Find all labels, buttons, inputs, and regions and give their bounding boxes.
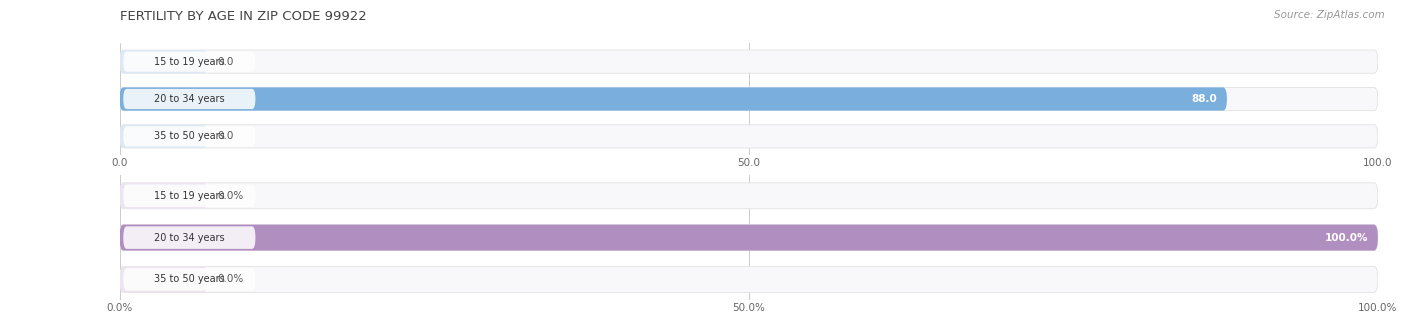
Text: 88.0: 88.0	[1191, 94, 1216, 104]
Text: 15 to 19 years: 15 to 19 years	[155, 191, 225, 201]
Text: 35 to 50 years: 35 to 50 years	[155, 275, 225, 284]
FancyBboxPatch shape	[124, 126, 256, 147]
Text: 35 to 50 years: 35 to 50 years	[155, 131, 225, 141]
Text: 20 to 34 years: 20 to 34 years	[155, 233, 225, 243]
FancyBboxPatch shape	[120, 225, 1378, 250]
FancyBboxPatch shape	[124, 89, 256, 109]
Text: Source: ZipAtlas.com: Source: ZipAtlas.com	[1274, 10, 1385, 20]
Text: 0.0%: 0.0%	[218, 275, 243, 284]
FancyBboxPatch shape	[124, 268, 256, 291]
FancyBboxPatch shape	[120, 50, 208, 73]
FancyBboxPatch shape	[120, 50, 1378, 73]
Text: 0.0%: 0.0%	[218, 191, 243, 201]
FancyBboxPatch shape	[124, 226, 256, 249]
Text: 15 to 19 years: 15 to 19 years	[155, 57, 225, 67]
FancyBboxPatch shape	[120, 183, 1378, 209]
Text: FERTILITY BY AGE IN ZIP CODE 99922: FERTILITY BY AGE IN ZIP CODE 99922	[120, 10, 366, 23]
FancyBboxPatch shape	[120, 87, 1227, 111]
Text: 0.0: 0.0	[218, 57, 233, 67]
Text: 20 to 34 years: 20 to 34 years	[155, 94, 225, 104]
FancyBboxPatch shape	[120, 266, 1378, 292]
Text: 100.0%: 100.0%	[1324, 233, 1368, 243]
Text: 0.0: 0.0	[218, 131, 233, 141]
FancyBboxPatch shape	[120, 183, 208, 209]
FancyBboxPatch shape	[124, 51, 256, 72]
FancyBboxPatch shape	[120, 87, 1378, 111]
FancyBboxPatch shape	[120, 87, 1227, 111]
FancyBboxPatch shape	[120, 125, 1378, 148]
FancyBboxPatch shape	[120, 225, 1378, 250]
FancyBboxPatch shape	[120, 125, 208, 148]
FancyBboxPatch shape	[124, 184, 256, 207]
FancyBboxPatch shape	[120, 225, 1378, 250]
FancyBboxPatch shape	[120, 266, 208, 292]
